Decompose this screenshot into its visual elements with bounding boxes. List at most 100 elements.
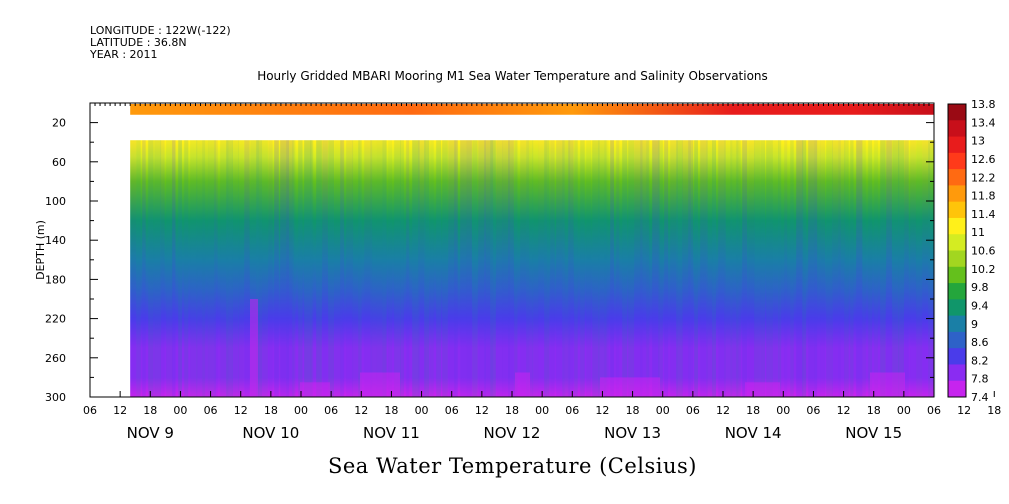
x-tick-label: 06 [927,404,941,417]
variation-band [502,140,510,398]
x-tick-label: 06 [806,404,820,417]
cold-water-patch [360,372,400,397]
variation-band [388,140,393,398]
variation-band [826,140,833,398]
variation-band [160,140,165,398]
variation-band [412,140,420,398]
variation-band [256,140,263,398]
cold-water-patch [515,372,530,397]
variation-band [880,140,886,398]
variation-band [904,140,909,398]
y-tick-label: 300 [45,391,66,404]
x-tick-label: 06 [686,404,700,417]
variation-band [136,140,141,398]
variation-band [154,140,162,398]
variation-band [490,140,496,398]
variation-band [526,140,534,398]
x-tick-label: 12 [957,404,971,417]
x-tick-label: 06 [445,404,459,417]
variation-band [286,140,294,398]
variation-band [472,140,478,398]
variation-band [460,140,467,398]
x-tick-label: 12 [837,404,851,417]
variation-band [172,140,176,398]
variation-band [748,140,755,398]
latitude-label: LATITUDE : 36.8N [90,36,187,49]
variation-band [724,140,733,398]
colorbar-label: 11.8 [971,190,996,203]
variation-band [226,140,233,398]
x-tick-label: 18 [626,404,640,417]
colorbar-swatch [948,136,966,154]
variation-band [712,140,717,398]
variation-band [292,140,296,398]
variation-band [262,140,268,398]
variation-band [370,140,377,398]
variation-band [436,140,442,398]
x-tick-label: 12 [595,404,609,417]
variation-band [640,140,649,398]
variation-band [868,140,873,398]
variation-band [514,140,518,398]
x-tick-label: 06 [204,404,218,417]
variation-band [844,140,849,398]
variation-band [730,140,739,398]
variation-band [886,140,892,398]
colorbar-label: 12.6 [971,153,996,166]
variation-band [622,140,628,398]
colorbar-swatch [948,315,966,333]
metadata-block: LONGITUDE : 122W(-122) LATITUDE : 36.8N … [90,25,231,61]
x-tick-label: 00 [173,404,187,417]
cold-water-patch [250,299,258,397]
variation-band [382,140,387,398]
colorbar-label: 7.8 [971,373,989,386]
colorbar-swatch [948,250,966,268]
variation-band [562,140,571,398]
x-tick-label: 18 [264,404,278,417]
y-tick-label: 260 [45,352,66,365]
x-tick-label: 18 [505,404,519,417]
variation-band [406,140,410,398]
variation-band [658,140,663,398]
variation-band [802,140,807,398]
variation-band [634,140,643,398]
colorbar-swatch [948,299,966,317]
variation-band [364,140,373,398]
variation-band [148,140,154,398]
variation-band [736,140,741,398]
variation-band [238,140,244,398]
variation-band [418,140,426,398]
variation-band [532,140,539,398]
y-tick-label: 60 [52,156,66,169]
variation-band [772,140,780,398]
variation-band [598,140,607,398]
variation-band [190,140,198,398]
variation-band [166,140,173,398]
surface-temperature-strip [130,104,934,115]
x-day-label: NOV 9 [127,424,174,442]
variation-band [910,140,916,398]
variation-band [478,140,486,398]
colorbar-label: 13.4 [971,116,996,129]
x-tick-label: 18 [867,404,881,417]
variation-band [784,140,788,398]
variation-band [676,140,683,398]
variation-band [742,140,748,398]
x-tick-label: 18 [143,404,157,417]
colorbar-label: 10.6 [971,245,996,258]
variation-band [796,140,804,398]
x-tick-label: 12 [716,404,730,417]
variation-band [814,140,821,398]
variation-band [394,140,401,398]
colorbar-label: 9 [971,318,978,331]
variation-band [892,140,900,398]
colorbar-swatch [948,152,966,170]
variation-band [538,140,547,398]
variation-band [754,140,760,398]
colorbar-label: 7.4 [971,391,989,404]
variation-band [244,140,250,398]
variation-band [928,140,936,398]
variation-band [718,140,726,398]
bottom-title-text: Sea Water Temperature (Celsius) [327,454,697,478]
x-day-label: NOV 14 [725,424,782,442]
